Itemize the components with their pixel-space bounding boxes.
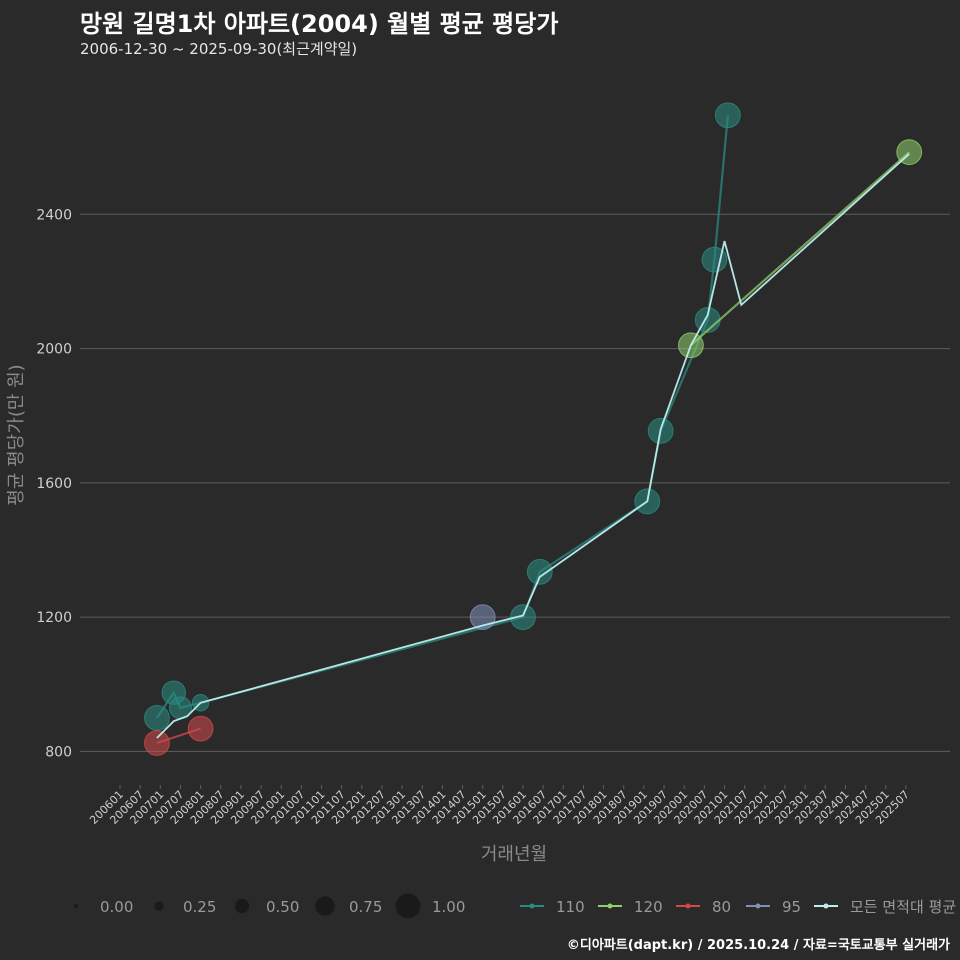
legend-size-key [234,898,250,914]
legend-series-label: 120 [634,898,663,916]
point-110 [510,604,536,631]
legend-series-label: 95 [782,898,801,916]
legend-size-key [74,904,78,908]
grid-lines [80,213,950,752]
legend-series-dot [607,903,613,909]
legend-series-label: 80 [712,898,731,916]
y-tick-label: 2400 [36,207,72,223]
y-tick-label: 800 [45,744,72,760]
legend-series-label: 모든 면적대 평균 [850,898,956,916]
legend-series-dot [755,903,761,909]
point-80 [144,730,170,756]
point-110 [714,102,741,129]
legend-size-label: 0.50 [266,898,299,916]
point-80 [187,715,214,742]
y-tick-label: 1600 [36,476,72,492]
legend-size-label: 0.00 [100,898,133,916]
legend-series-dot [685,903,691,909]
legend-series-label: 110 [556,898,585,916]
legend-size-key [395,893,421,919]
y-axis-ticks: 800 1200 1600 2000 2400 [36,207,72,760]
chart-subtitle: 2006-12-30 ~ 2025-09-30(최근계약일) [80,40,358,58]
y-tick-label: 2000 [36,342,72,358]
legend-size-label: 0.75 [349,898,382,916]
y-tick-label: 1200 [36,610,72,626]
y-axis-title: 평균 평당가(만 원) [6,364,27,505]
legend-size-label: 0.25 [183,898,216,916]
legend-size-label: 1.00 [432,898,465,916]
legend-series-dot [823,903,829,909]
point-110 [526,558,553,585]
x-axis-title: 거래년월 [481,844,547,865]
point-110 [701,246,728,273]
legend-size-key [315,896,335,916]
series-line-110 [155,115,729,719]
x-axis-ticks: 2006012006072007012007072008012008072009… [87,785,912,827]
series-layer [144,102,923,756]
series-line-모든 면적대 평균 [156,153,910,739]
legend: 0.00 0.25 0.50 0.75 1.00 110 120 80 95 모든 면적대 평균 [74,893,956,919]
point-110 [144,704,170,731]
caption: ©디아파트(dapt.kr) / 2025.10.24 / 자료=국토교통부 실… [566,938,950,953]
legend-size-key [154,901,164,911]
chart-title: 망원 길명1차 아파트(2004) 월별 평균 평당가 [80,10,559,38]
series-line-120 [690,151,910,347]
legend-series-dot [529,903,535,909]
